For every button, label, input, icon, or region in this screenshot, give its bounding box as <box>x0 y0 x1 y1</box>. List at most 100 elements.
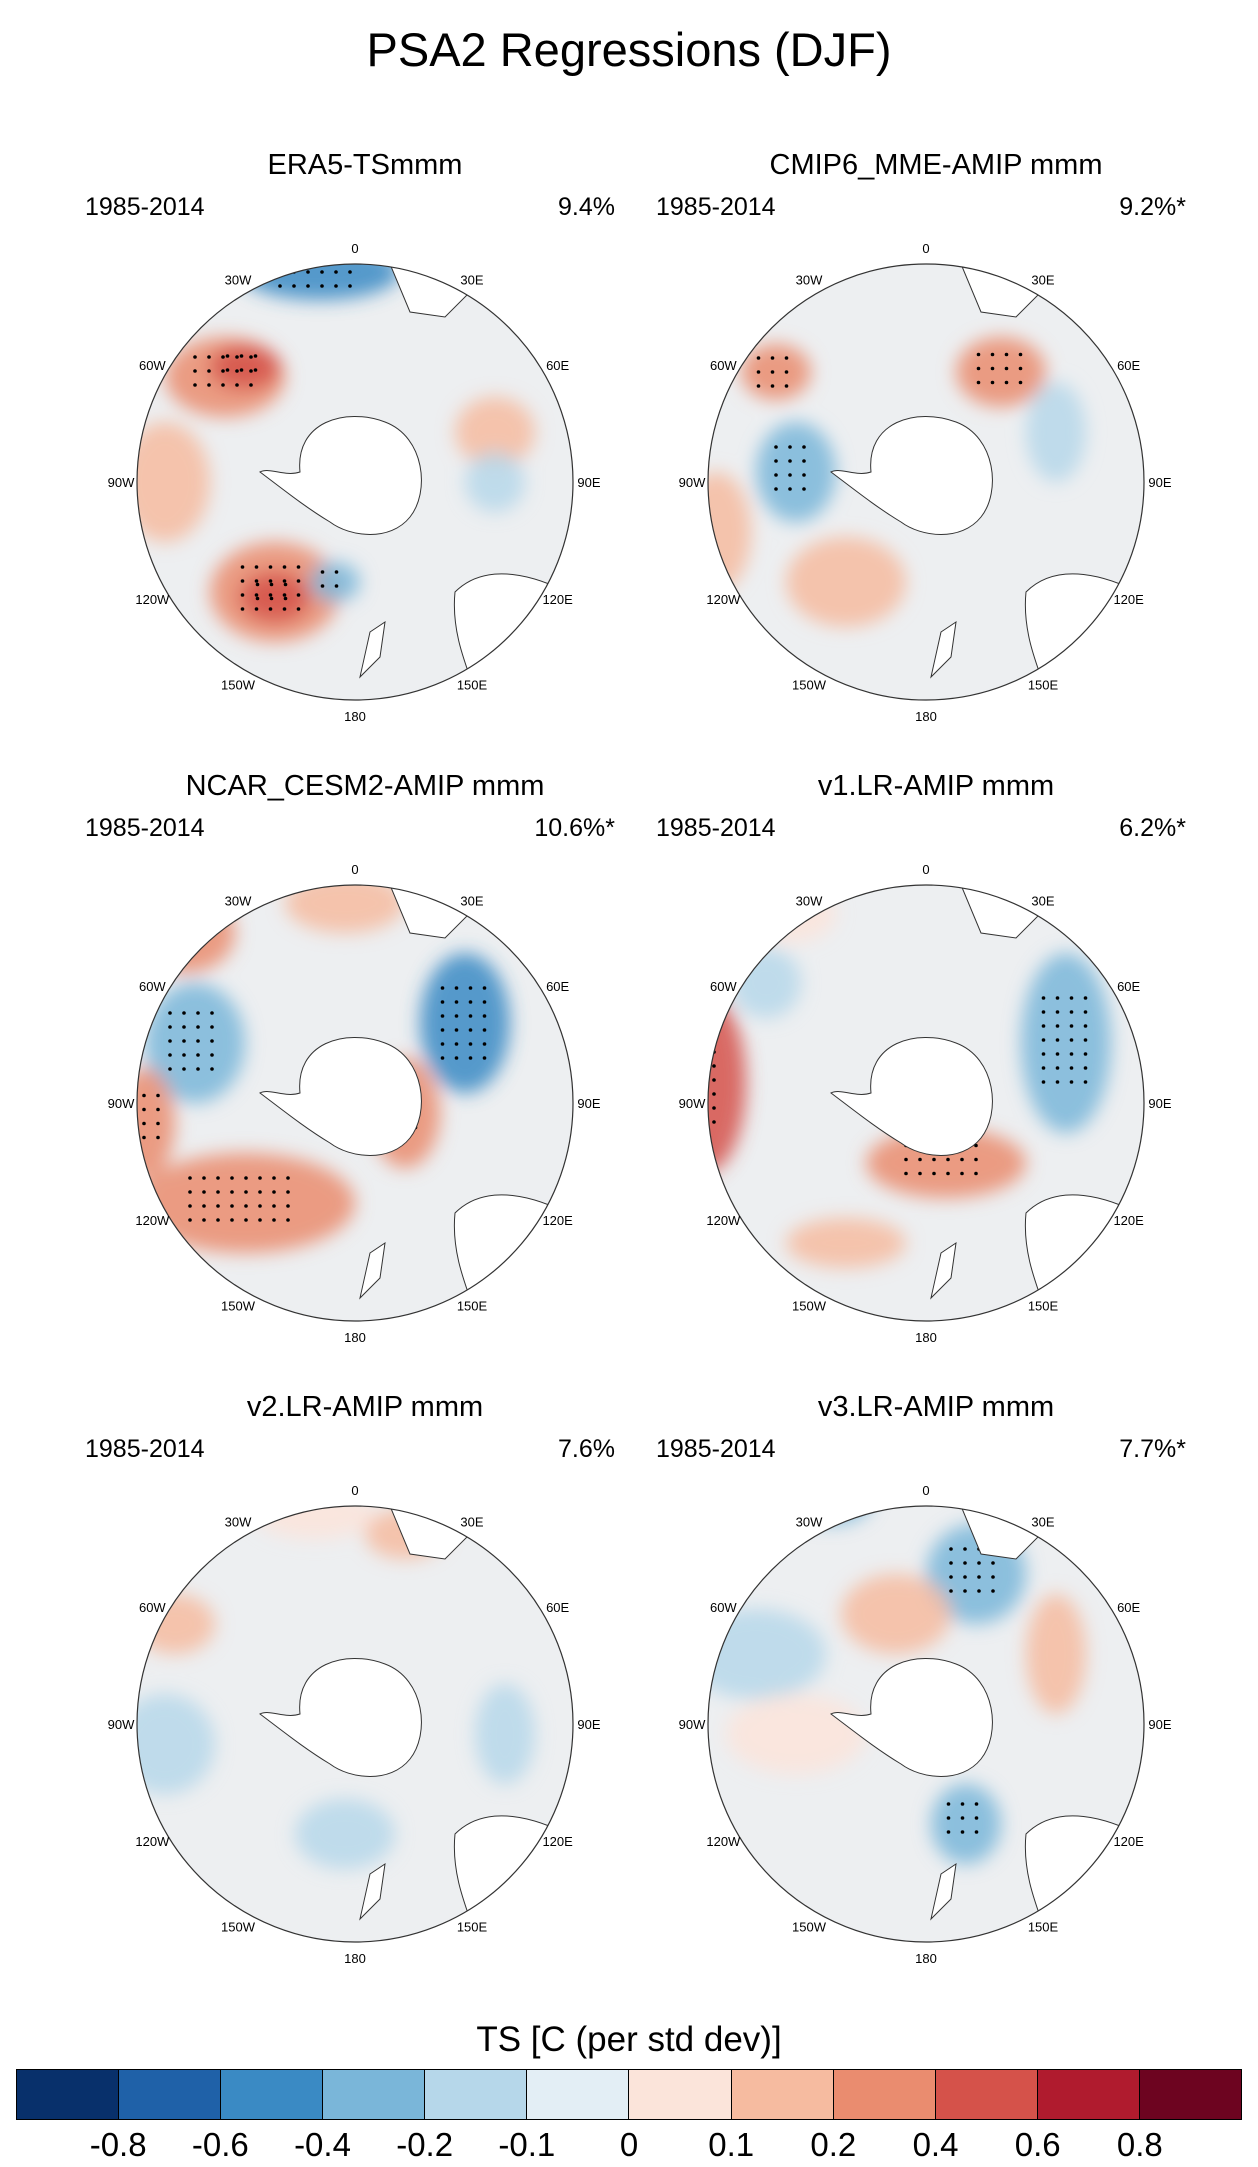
longitude-label: 90E <box>577 1717 600 1732</box>
longitude-label: 60W <box>139 1600 166 1615</box>
significance-dot <box>286 1204 290 1208</box>
significance-dot <box>240 579 245 583</box>
significance-dot <box>468 1014 473 1018</box>
significance-dot <box>1069 1066 1074 1070</box>
significance-dot <box>482 1056 487 1060</box>
significance-dot <box>210 1053 214 1057</box>
significance-dot <box>348 284 352 288</box>
significance-dot <box>712 1106 716 1110</box>
significance-dot <box>207 355 211 359</box>
significance-dot <box>1055 1038 1060 1042</box>
panel-percent: 9.4% <box>558 193 615 221</box>
significance-dot <box>230 1218 234 1222</box>
significance-dot <box>454 1056 459 1060</box>
significance-dot <box>976 366 981 371</box>
colorbar-swatch <box>17 2070 120 2119</box>
significance-dot <box>244 1190 248 1194</box>
significance-dot <box>468 1042 473 1046</box>
significance-dot <box>172 911 176 915</box>
significance-dot <box>809 1489 813 1493</box>
new-zealand-landmass <box>930 1862 957 1921</box>
significance-dot <box>253 368 258 372</box>
significance-dot <box>216 1218 220 1222</box>
significance-dot <box>468 1028 473 1032</box>
significance-dot <box>168 1011 172 1015</box>
anomaly-region <box>956 337 1046 407</box>
map-boundary <box>136 263 574 701</box>
significance-dot <box>1069 1080 1074 1084</box>
significance-dot <box>454 986 459 990</box>
colorbar-tick-label: -0.4 <box>294 2126 351 2163</box>
panel-percent: 9.2%* <box>1119 193 1186 221</box>
significance-dot <box>774 459 778 463</box>
significance-dot <box>1055 1052 1060 1056</box>
significance-dot <box>202 1176 206 1180</box>
panel-percent: 7.6% <box>558 1435 615 1463</box>
significance-dot <box>235 355 239 359</box>
significance-dot <box>255 582 260 587</box>
colorbar-swatch <box>731 2070 834 2119</box>
significance-dot <box>960 1816 965 1820</box>
significance-dot <box>168 1025 172 1029</box>
figure-title: PSA2 Regressions (DJF) <box>366 23 892 76</box>
longitude-label: 180 <box>344 1330 366 1345</box>
significance-dot <box>200 939 204 943</box>
colorbar-swatch <box>935 2070 1038 2119</box>
significance-dot <box>1083 996 1088 1000</box>
significance-dot <box>272 1218 276 1222</box>
significance-dot <box>193 369 197 373</box>
longitude-label: 60E <box>546 1600 569 1615</box>
significance-dot <box>482 1000 487 1004</box>
significance-dot <box>698 1078 702 1082</box>
panel-title: v2.LR-AMIP mmm <box>246 1391 484 1423</box>
significance-dot <box>258 1204 262 1208</box>
panel-percent: 10.6%* <box>534 814 615 842</box>
significance-dot <box>974 1830 979 1834</box>
significance-dot <box>960 1802 965 1806</box>
colorbar-swatch <box>629 2070 732 2119</box>
anomaly-region <box>708 1609 826 1699</box>
longitude-label: 180 <box>344 1951 366 1966</box>
significance-dot <box>1083 1024 1088 1028</box>
significance-dot <box>802 473 806 477</box>
polar-map: 0 30E 60E 90E 120E 150E 180 150W 120W 90W 60W 30W <box>108 241 601 724</box>
panel-era5: ERA5-TSmmm 1985-2014 9.4% 0 30E 60E 90E 120E 150… <box>85 147 645 767</box>
significance-dot <box>286 1218 290 1222</box>
longitude-label: 150E <box>1028 678 1059 693</box>
anomaly-region <box>475 1684 535 1784</box>
significance-dot <box>268 607 273 611</box>
antarctica-landmass <box>830 1657 993 1777</box>
significance-dot <box>249 369 253 373</box>
longitude-label: 0 <box>351 1483 358 1498</box>
panel-years: 1985-2014 <box>656 814 776 842</box>
significance-dot <box>142 1093 146 1098</box>
significance-dot <box>286 1176 290 1180</box>
panel-title: v3.LR-AMIP mmm <box>817 1391 1055 1423</box>
significance-dot <box>282 579 287 583</box>
significance-dot <box>440 1000 445 1004</box>
significance-dot <box>253 354 258 358</box>
anomaly-region <box>285 885 405 933</box>
longitude-label: 30W <box>796 272 823 287</box>
significance-dot <box>188 1204 192 1208</box>
significance-dot <box>196 1011 200 1015</box>
significance-dot <box>468 986 473 990</box>
significance-dot <box>946 1802 951 1806</box>
significance-dot <box>210 1025 214 1029</box>
colorbar <box>16 2069 1242 2120</box>
panel-v1-lr: v1.LR-AMIP mmm 1985-2014 6.2%* 0 30E 60E 90E 12… <box>656 768 1216 1388</box>
panel-years: 1985-2014 <box>85 814 205 842</box>
significance-dot <box>990 366 995 371</box>
significance-dot <box>254 607 259 611</box>
significance-dot <box>1069 1024 1074 1028</box>
significance-dot <box>235 369 239 373</box>
significance-dot <box>440 986 445 990</box>
significance-dot <box>182 1053 186 1057</box>
significance-dot <box>240 593 245 597</box>
longitude-label: 120E <box>1113 592 1144 607</box>
panel-years: 1985-2014 <box>656 1435 776 1463</box>
significance-dot <box>698 1120 702 1124</box>
longitude-label: 150W <box>221 678 256 693</box>
significance-dot <box>784 370 789 374</box>
significance-dot <box>960 1157 964 1162</box>
